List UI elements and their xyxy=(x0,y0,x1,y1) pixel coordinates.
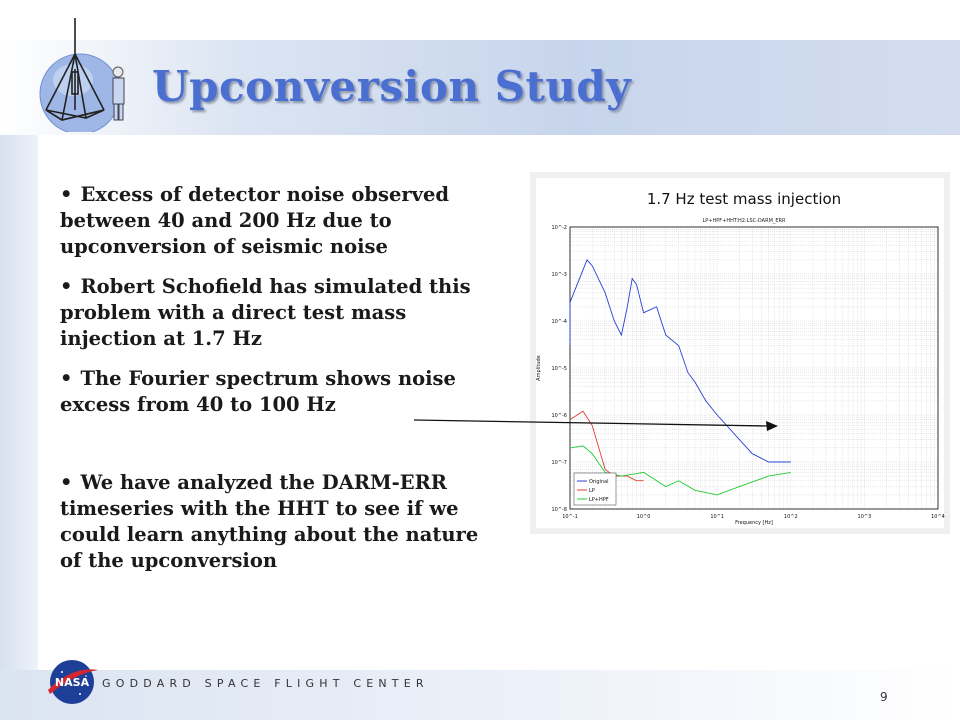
left-band xyxy=(0,135,38,675)
series-line-lp-hpf xyxy=(569,445,791,496)
y-tick-label: 10^-4 xyxy=(551,319,567,325)
series-line-lp xyxy=(569,410,644,482)
chart-subtitle: LP+HPF+HHT:H2:LSC-DARM_ERR xyxy=(703,218,787,224)
nasa-logo-icon: NASA xyxy=(48,660,98,704)
y-axis-label: Amplitude xyxy=(536,355,542,381)
bullet-item: Excess of detector noise observed betwee… xyxy=(60,182,490,260)
x-tick-label: 10^0 xyxy=(637,514,651,520)
x-tick-label: 10^3 xyxy=(858,514,872,520)
technician-figure-icon xyxy=(112,66,125,121)
footer-org-name: GODDARD SPACE FLIGHT CENTER xyxy=(102,677,429,690)
y-tick-label: 10^-5 xyxy=(551,366,567,372)
bullet-item: The Fourier spectrum shows noise excess … xyxy=(60,366,490,418)
series-line-original xyxy=(569,259,791,463)
legend-entry: LP+HPF xyxy=(589,497,609,503)
x-tick-label: 10^1 xyxy=(710,514,724,520)
x-axis-label: Frequency [Hz] xyxy=(735,520,773,526)
bullet-list: Excess of detector noise observed betwee… xyxy=(60,182,490,588)
slide-title: Upconversion Study xyxy=(152,62,632,111)
detector-logo-icon xyxy=(39,18,125,132)
y-tick-label: 10^-8 xyxy=(551,507,567,513)
header-band xyxy=(0,40,960,135)
legend-entry: LP xyxy=(589,488,595,494)
footer-band xyxy=(0,670,960,720)
y-tick-label: 10^-3 xyxy=(551,272,567,278)
y-tick-label: 10^-2 xyxy=(551,225,567,231)
bullet-item: We have analyzed the DARM-ERR timeseries… xyxy=(60,470,490,574)
legend-entry: Original xyxy=(589,479,609,485)
page-number: 9 xyxy=(880,690,888,704)
spectrum-chart: 1.7 Hz test mass injection LP+HPF+HHT:H2… xyxy=(530,172,950,534)
y-tick-label: 10^-6 xyxy=(551,413,567,419)
chart-legend: Original LP LP+HPF xyxy=(573,472,617,506)
bullet-item: Robert Schofield has simulated this prob… xyxy=(60,274,490,352)
x-tick-label: 10^2 xyxy=(784,514,798,520)
y-tick-label: 10^-7 xyxy=(551,460,567,466)
svg-text:NASA: NASA xyxy=(55,676,90,689)
x-tick-label: 10^-1 xyxy=(562,514,578,520)
legend-box xyxy=(573,472,617,506)
chart-title: 1.7 Hz test mass injection xyxy=(647,190,841,208)
x-tick-label: 10^4 xyxy=(931,514,945,520)
